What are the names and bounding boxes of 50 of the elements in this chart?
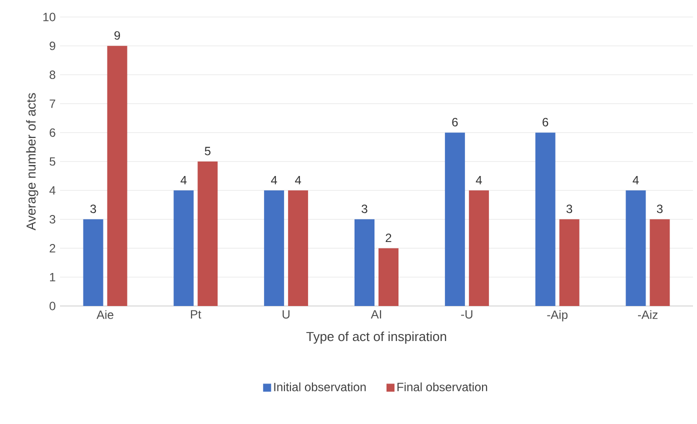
data-label: 5 (204, 146, 210, 156)
data-label: 3 (90, 204, 96, 214)
y-tick-label: 9 (50, 42, 56, 50)
x-tick-label: -Aiz (638, 310, 658, 319)
data-label: 4 (632, 176, 639, 184)
y-tick-label: 10 (43, 12, 56, 22)
legend-label: Final observation (397, 382, 488, 392)
data-label: 4 (271, 176, 278, 184)
y-tick-label: 6 (50, 128, 56, 137)
y-tick-label: 1 (50, 272, 56, 282)
data-label: 9 (114, 31, 120, 40)
bar (444, 132, 465, 306)
y-tick-label: 3 (50, 215, 56, 224)
y-tick-label: 0 (50, 302, 56, 310)
x-axis-title: Type of act of inspiration (306, 332, 446, 344)
bar (174, 190, 194, 306)
x-tick-label: U (282, 310, 290, 319)
bar (354, 219, 374, 306)
bar (83, 219, 104, 306)
bar (288, 190, 308, 306)
bar (535, 132, 556, 306)
data-label: 4 (476, 176, 482, 184)
data-label: 2 (386, 234, 392, 242)
x-tick-label: Aie (96, 310, 114, 320)
bar (107, 46, 128, 306)
bar (198, 162, 218, 306)
data-label: 4 (180, 176, 187, 184)
bar (626, 190, 646, 306)
y-tick-label: 8 (50, 70, 56, 80)
bar (378, 248, 398, 306)
y-tick-label: 7 (50, 100, 56, 108)
data-label: 3 (362, 204, 368, 214)
x-tick-label: Pt (190, 310, 202, 319)
data-label: 4 (295, 176, 302, 184)
y-axis-title: Average number of acts (26, 93, 38, 230)
bar (264, 190, 284, 306)
data-label: 6 (452, 118, 458, 126)
x-tick-label: AI (370, 310, 382, 318)
bar (650, 219, 670, 306)
y-tick-label: 4 (49, 186, 56, 195)
bar (559, 219, 580, 306)
data-label: 6 (542, 118, 548, 126)
y-tick-label: 5 (50, 157, 56, 166)
y-tick-label: 2 (50, 244, 56, 252)
bar (468, 190, 489, 306)
x-tick-label: -Aip (547, 310, 568, 322)
data-label: 3 (656, 204, 663, 214)
x-tick-label: -U (461, 310, 472, 319)
legend-label: Initial observation (274, 382, 366, 392)
data-label: 3 (566, 204, 572, 214)
